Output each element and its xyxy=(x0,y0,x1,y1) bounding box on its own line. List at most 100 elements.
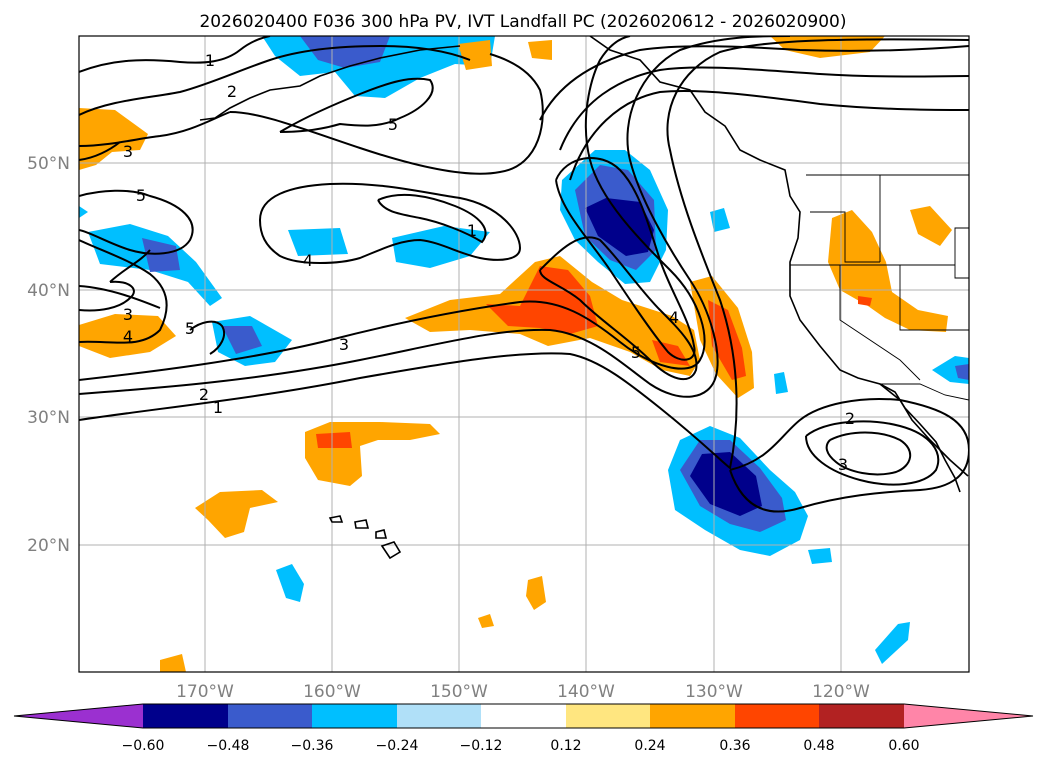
pv-fill-bottom-orange xyxy=(160,654,186,672)
contour-label-layer: 1 2 3 5 5 4 1 3 5 4 3 2 1 4 5 2 3 xyxy=(123,51,855,474)
contour-line-3-inner xyxy=(825,431,911,476)
contour-layer xyxy=(79,36,969,513)
colorbar-segment xyxy=(228,704,312,728)
contour-line-5c xyxy=(189,320,226,355)
pv-fill-continental-orange-2 xyxy=(910,206,952,246)
contour-line-loop-4 xyxy=(259,182,522,264)
colorbar-tick-label: 0.60 xyxy=(888,738,919,754)
coastline-baja xyxy=(879,383,961,493)
colorbar-segment-high-extend xyxy=(904,704,1033,728)
contour-line-3b xyxy=(79,36,706,381)
contour-label: 5 xyxy=(388,115,398,134)
border-state-5 xyxy=(899,265,969,331)
map-frame xyxy=(78,35,970,673)
coastline-hawaii-3 xyxy=(375,529,388,539)
contour-label: 1 xyxy=(205,51,215,70)
lat-label-40n: 40°N xyxy=(27,281,70,301)
contour-label: 3 xyxy=(339,335,349,354)
contour-line-4a xyxy=(539,236,698,380)
pv-fill-top-orange-1 xyxy=(458,40,492,70)
colorbar-segment xyxy=(819,704,904,728)
colorbar-ticks: −0.60 −0.48 −0.36 −0.24 −0.12 0.12 0.24 … xyxy=(122,738,920,754)
pv-fill-left-orange-2 xyxy=(79,314,176,358)
coastline-hawaii-1 xyxy=(328,515,344,523)
contour-label: 1 xyxy=(467,221,477,240)
longitude-labels: 170°W 160°W 150°W 140°W 130°W 120°W xyxy=(176,682,870,702)
colorbar-tick-label: 0.24 xyxy=(634,738,665,754)
colorbar-tick-label: −0.36 xyxy=(291,738,334,754)
pv-fill-central-red xyxy=(486,266,598,334)
contour-label: 3 xyxy=(123,305,133,324)
lon-label-140w: 140°W xyxy=(557,682,615,702)
lon-label-170w: 170°W xyxy=(176,682,234,702)
colorbar-tick-label: 0.12 xyxy=(550,738,581,754)
colorbar-tick-label: −0.60 xyxy=(122,738,165,754)
contour-label: 5 xyxy=(631,343,641,362)
colorbar-segment xyxy=(650,704,735,728)
lon-label-150w: 150°W xyxy=(430,682,488,702)
pv-fill-lower-orange-3 xyxy=(526,576,546,610)
colorbar-outline xyxy=(13,703,1034,729)
colorbar-tick-label: 0.48 xyxy=(803,738,834,754)
coastline-hawaii-big xyxy=(380,541,402,560)
pv-fill-small-blue-2 xyxy=(774,372,788,394)
contour-label: 3 xyxy=(838,455,848,474)
contour-line-5a xyxy=(279,77,434,133)
pv-fill-small-blue-1 xyxy=(710,208,730,232)
border-state-4 xyxy=(839,265,921,381)
contour-line-left-edge xyxy=(79,141,121,161)
contour-line-3a xyxy=(79,111,231,147)
contour-line-loop-1 xyxy=(377,193,487,244)
contour-label: 5 xyxy=(136,186,146,205)
contour-line-band-4b xyxy=(79,285,161,309)
pv-fill-continental-orange xyxy=(828,210,948,332)
contour-label: 4 xyxy=(123,327,133,346)
border-state-1 xyxy=(810,211,880,263)
pv-fill-130w-red xyxy=(708,300,746,380)
contour-line-2b xyxy=(79,36,791,398)
pv-fill-mid-blue-1-core xyxy=(222,326,262,354)
lat-label-20n: 20°N xyxy=(27,536,70,556)
pv-fill-top-orange-2 xyxy=(528,40,552,60)
contour-line-band-3a xyxy=(79,239,168,344)
pv-fill-lower-orange-2 xyxy=(195,490,278,538)
lon-label-120w: 120°W xyxy=(812,682,870,702)
colorbar-segment-low-extend xyxy=(14,704,143,728)
border-us-mexico xyxy=(880,383,969,401)
contour-line-1b xyxy=(79,38,969,470)
map-title: 2026020400 F036 300 hPa PV, IVT Landfall… xyxy=(199,12,846,32)
contour-line-band-4 xyxy=(79,280,135,312)
pv-fill-mid-blue-2 xyxy=(288,228,348,256)
pv-fill-continental-red xyxy=(858,296,872,306)
colorbar-segment xyxy=(566,704,650,728)
map-area: 1 2 3 5 5 4 1 3 5 4 3 2 1 4 5 2 3 xyxy=(79,36,969,672)
colorbar-segment xyxy=(312,704,397,728)
contour-label: 4 xyxy=(669,308,679,327)
contour-label: 3 xyxy=(123,142,133,161)
coastline-hawaii-2 xyxy=(354,519,370,529)
contour-label: 2 xyxy=(199,385,209,404)
contour-label: 4 xyxy=(303,251,313,270)
colorbar xyxy=(13,703,1034,729)
colorbar-tick-label: 0.36 xyxy=(719,738,750,754)
contour-line-5b xyxy=(79,189,194,255)
graticule xyxy=(79,36,969,672)
lon-label-130w: 130°W xyxy=(685,682,743,702)
contour-line-2c xyxy=(559,66,969,151)
contour-line-1c xyxy=(569,89,969,181)
contour-label: 1 xyxy=(213,398,223,417)
lat-label-50n: 50°N xyxy=(27,154,70,174)
pv-fill-right-edge-blue-mid xyxy=(955,364,969,380)
contour-line-2d xyxy=(729,397,969,513)
pv-fill-lower-red xyxy=(316,432,352,448)
pv-fill-lower-blue-2 xyxy=(875,622,910,664)
colorbar-segment xyxy=(481,704,566,728)
pv-fill-lower-blue-1 xyxy=(276,564,304,602)
pv-fill-top-left-mid xyxy=(300,36,390,68)
colorbar-segment xyxy=(397,704,481,728)
contour-label: 2 xyxy=(845,409,855,428)
contour-line-3e xyxy=(109,249,151,283)
contour-label: 2 xyxy=(227,82,237,101)
contour-label: 5 xyxy=(185,319,195,338)
pv-fill-edge-blue-small xyxy=(79,206,88,218)
